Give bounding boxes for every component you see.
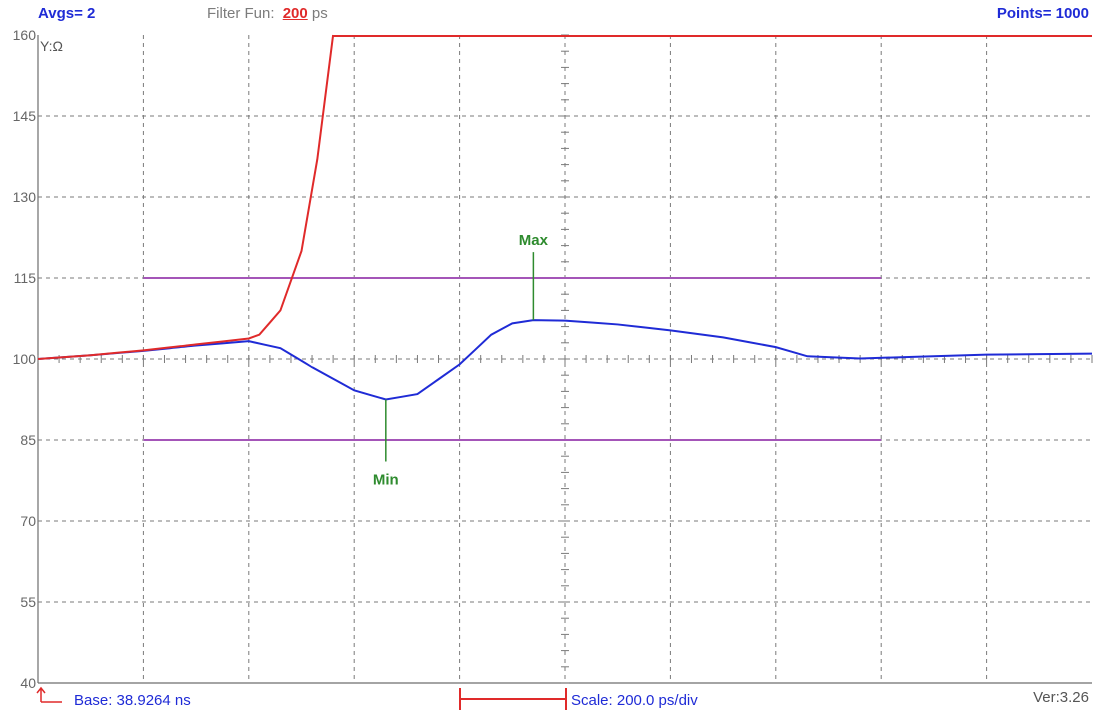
y-tick-label: 70 [20, 513, 36, 529]
filter-value[interactable]: 200 [282, 5, 308, 22]
averages-readout: Avgs= 2 [38, 5, 96, 22]
filter-label: Filter Fun: [207, 5, 275, 22]
marker-annotations: Max Min [373, 232, 549, 488]
scale-bracket-icon [459, 688, 567, 710]
plot-grid [37, 34, 1093, 684]
y-tick-label: 115 [14, 270, 37, 286]
base-readout: Base: 38.9264 ns [74, 692, 191, 709]
y-tick-label: 85 [20, 432, 36, 448]
base-arrow-icon [36, 686, 62, 703]
filter-function: Filter Fun: 200 ps [207, 5, 328, 22]
y-tick-label: 100 [13, 351, 37, 367]
y-tick-label: 145 [13, 108, 37, 124]
limit-lines [143, 277, 882, 441]
filter-unit: ps [311, 5, 328, 22]
y-unit-label: Y:Ω [40, 38, 63, 54]
y-tick-label: 55 [20, 594, 36, 610]
y-tick-label: 130 [13, 189, 37, 205]
version-label: Ver:3.26 [1033, 689, 1089, 706]
y-axis-tick-labels: 160 145 130 115 100 85 70 55 40 [13, 27, 37, 691]
min-marker-label: Min [373, 472, 399, 489]
waveform-traces [37, 34, 1093, 401]
y-tick-label: 40 [20, 675, 36, 691]
max-marker-label: Max [519, 232, 549, 249]
points-readout: Points= 1000 [996, 5, 1089, 22]
y-tick-label: 160 [13, 27, 37, 43]
scale-readout: Scale: 200.0 ps/div [571, 692, 698, 709]
red-trace [37, 34, 335, 360]
bottom-markers [36, 686, 567, 710]
blue-trace [37, 319, 1093, 401]
